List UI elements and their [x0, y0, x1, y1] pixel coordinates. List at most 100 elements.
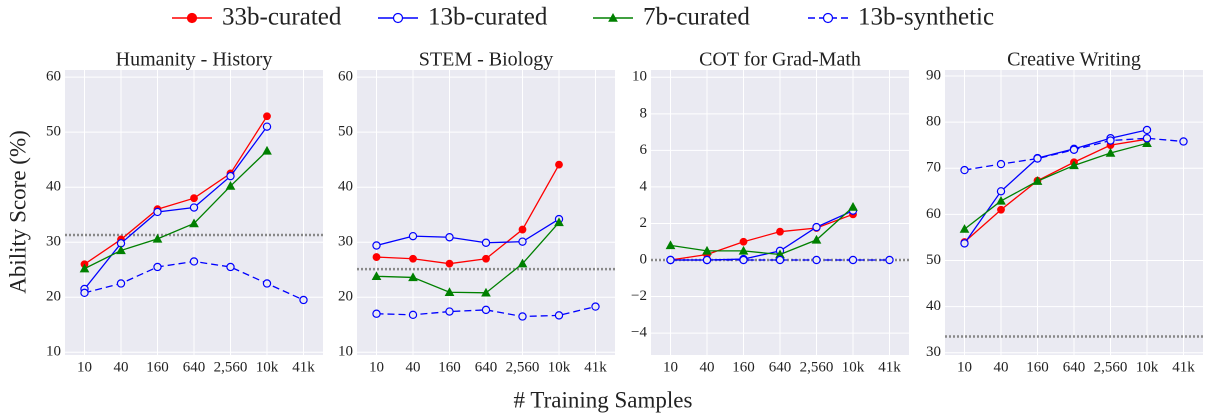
- x-tick-label: 41k: [878, 359, 901, 375]
- y-tick-label: 40: [926, 298, 941, 314]
- legend-label: 7b-curated: [643, 4, 750, 31]
- x-tick-label: 2,560: [1094, 359, 1128, 375]
- x-tick-label: 160: [1026, 359, 1049, 375]
- marker: [848, 255, 858, 265]
- x-tick-label: 2,560: [214, 359, 248, 375]
- x-tick-label: 160: [146, 359, 169, 375]
- marker: [262, 279, 272, 288]
- x-tick-label: 10k: [842, 359, 865, 375]
- marker: [189, 203, 199, 212]
- y-tick-label: 2: [640, 215, 648, 231]
- marker: [1069, 160, 1079, 170]
- series-line: [84, 115, 268, 265]
- x-tick-label: 640: [183, 359, 206, 375]
- marker: [262, 145, 272, 155]
- y-tick-label: −2: [631, 288, 647, 304]
- y-tick-label: 10: [46, 344, 61, 360]
- marker: [776, 227, 784, 236]
- legend-label: 33b-curated: [222, 4, 342, 31]
- marker: [738, 245, 749, 255]
- marker: [554, 217, 564, 227]
- x-tick-label: 10: [369, 359, 384, 375]
- series-line: [963, 129, 1148, 244]
- subplot-title: COT for Grad-Math: [699, 49, 861, 71]
- marker: [482, 254, 490, 263]
- subplot: −4 −2 0 2 4 6 8 10 10 40 160 640 2,560 10k 41k COT for …: [631, 49, 909, 375]
- marker: [371, 271, 382, 281]
- x-tick-label: 10k: [1136, 359, 1159, 375]
- series-line: [964, 138, 1148, 243]
- x-tick-label: 41k: [584, 359, 607, 375]
- marker: [848, 201, 858, 211]
- marker: [116, 245, 126, 255]
- marker: [702, 255, 712, 265]
- legend-label: 13b-curated: [428, 4, 548, 31]
- marker: [190, 194, 198, 203]
- y-tick-label: 50: [926, 252, 941, 268]
- marker: [960, 165, 969, 175]
- y-tick-label: 60: [338, 69, 353, 85]
- marker: [665, 240, 676, 250]
- marker: [226, 262, 235, 272]
- y-tick-label: 6: [640, 142, 648, 158]
- x-tick-label: 160: [438, 359, 461, 375]
- marker: [445, 259, 454, 268]
- y-tick-label: 60: [926, 206, 941, 222]
- y-tick-label: 20: [46, 289, 61, 305]
- subplot: 10 20 30 40 50 60 10 40 160 640 2,560 10k 41k Humanit…: [46, 49, 323, 375]
- x-tick-label: 10: [957, 359, 972, 375]
- y-tick-label: 80: [926, 114, 941, 130]
- marker: [885, 255, 894, 265]
- y-tick-label: 40: [46, 179, 61, 195]
- x-tick-label: 2,560: [506, 359, 540, 375]
- marker: [445, 307, 454, 316]
- marker: [996, 195, 1006, 205]
- x-tick-label: 41k: [292, 359, 315, 375]
- marker: [1106, 136, 1115, 145]
- legend-marker: [822, 12, 834, 24]
- series-line: [84, 150, 268, 270]
- marker: [481, 305, 491, 315]
- x-axis-label: # Training Samples: [514, 387, 693, 412]
- series-line: [376, 164, 560, 265]
- y-tick-label: 10: [632, 69, 647, 85]
- marker: [445, 233, 454, 242]
- y-axis-label: Ability Score (%): [5, 130, 30, 294]
- subplot-title: Humanity - History: [116, 49, 273, 71]
- marker: [444, 287, 455, 296]
- marker: [959, 224, 970, 233]
- marker: [225, 181, 236, 190]
- x-tick-label: 10k: [548, 359, 571, 375]
- marker: [702, 245, 712, 255]
- y-tick-label: 60: [46, 69, 61, 85]
- x-tick-label: 2,560: [800, 359, 834, 375]
- marker: [372, 309, 381, 318]
- marker: [1142, 134, 1152, 143]
- x-tick-label: 10: [77, 359, 92, 375]
- series-line: [376, 221, 560, 294]
- x-tick-label: 640: [1063, 359, 1086, 375]
- subplot-title: STEM - Biology: [419, 49, 553, 71]
- marker: [1179, 137, 1188, 146]
- marker: [80, 288, 89, 298]
- legend-marker: [608, 12, 618, 22]
- marker: [152, 233, 163, 243]
- marker: [960, 239, 969, 248]
- marker: [1142, 125, 1152, 135]
- y-tick-label: 4: [640, 178, 648, 194]
- marker: [408, 310, 418, 320]
- marker: [997, 205, 1005, 214]
- marker: [555, 160, 563, 169]
- legend-marker: [186, 12, 198, 24]
- y-tick-label: 30: [926, 344, 941, 360]
- x-tick-label: 10k: [256, 359, 279, 375]
- marker: [1142, 138, 1152, 148]
- marker: [1105, 147, 1116, 157]
- series-line: [83, 126, 268, 290]
- marker: [481, 238, 491, 247]
- marker: [263, 112, 271, 121]
- legend-label: 13b-synthetic: [858, 4, 994, 31]
- marker: [408, 272, 418, 282]
- marker: [811, 234, 822, 244]
- marker: [1069, 145, 1079, 154]
